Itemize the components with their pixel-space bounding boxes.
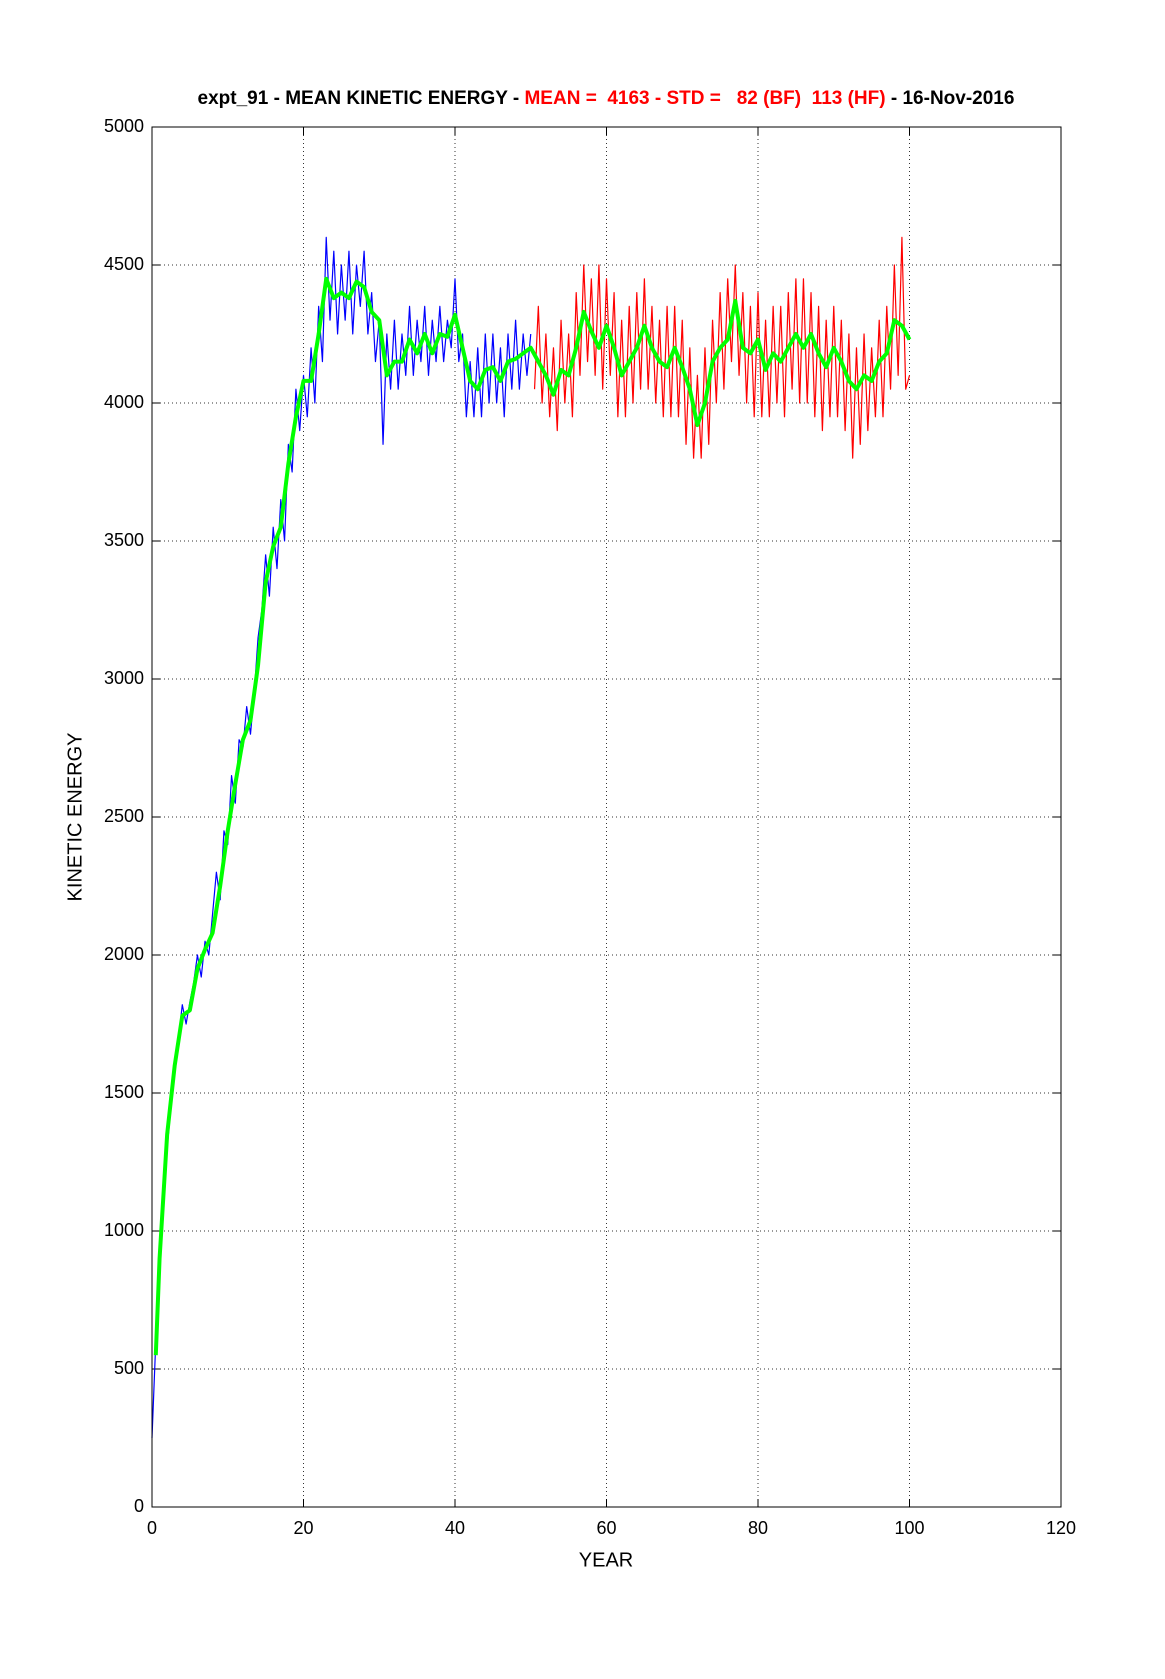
chart-title: expt_91 - MEAN KINETIC ENERGY - MEAN = 4… xyxy=(198,88,1015,109)
y-tick-label: 3000 xyxy=(104,668,144,688)
data-line xyxy=(151,236,532,1439)
y-tick-label: 1000 xyxy=(104,1220,144,1240)
y-tick-label: 3500 xyxy=(104,530,144,550)
y-tick-label: 1500 xyxy=(104,1082,144,1102)
x-tick-label: 100 xyxy=(894,1518,924,1538)
y-tick-label: 4500 xyxy=(104,254,144,274)
y-tick-label: 0 xyxy=(134,1496,144,1516)
y-axis-label: KINETIC ENERGY xyxy=(64,733,86,902)
x-tick-label: 40 xyxy=(445,1518,465,1538)
x-tick-label: 60 xyxy=(596,1518,616,1538)
x-tick-label: 120 xyxy=(1046,1518,1076,1538)
x-tick-label: 20 xyxy=(293,1518,313,1538)
y-tick-label: 500 xyxy=(114,1358,144,1378)
title-part: - 16-Nov-2016 xyxy=(886,88,1015,109)
y-tick-label: 5000 xyxy=(104,116,144,136)
title-part: MEAN = 4163 - STD = 82 (BF) 113 (HF) xyxy=(524,88,885,109)
y-tick-label: 4000 xyxy=(104,392,144,412)
y-tick-label: 2500 xyxy=(104,806,144,826)
title-part: expt_91 - MEAN KINETIC ENERGY - xyxy=(198,88,525,109)
data-line xyxy=(533,236,911,459)
plot-area xyxy=(152,127,1061,1507)
plot-frame xyxy=(151,126,1062,1508)
data-line xyxy=(153,276,912,1356)
x-tick-label: 0 xyxy=(147,1518,157,1538)
y-tick-label: 2000 xyxy=(104,944,144,964)
x-axis-label: YEAR xyxy=(579,1549,633,1571)
x-tick-label: 80 xyxy=(748,1518,768,1538)
